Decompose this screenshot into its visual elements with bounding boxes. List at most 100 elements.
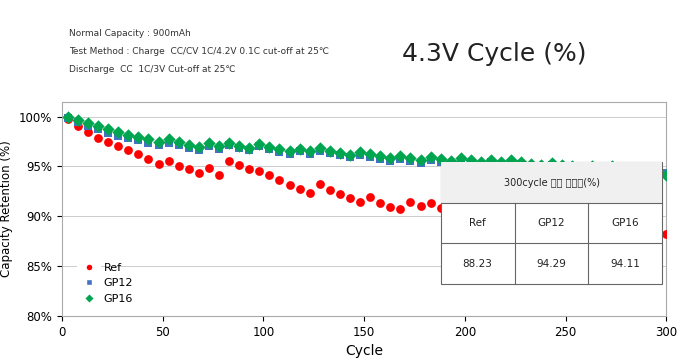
Point	[385, 155, 396, 161]
Point	[335, 151, 346, 156]
Point	[661, 172, 672, 178]
Point	[163, 136, 174, 142]
Point	[495, 214, 506, 220]
Point	[244, 167, 255, 172]
Point	[576, 166, 587, 171]
Point	[163, 159, 174, 164]
Point	[354, 199, 365, 205]
Point	[304, 151, 315, 157]
Point	[63, 115, 74, 121]
Point	[354, 152, 365, 158]
Point	[344, 155, 355, 160]
Point	[354, 150, 365, 155]
Point	[445, 209, 456, 215]
Point	[516, 162, 527, 167]
Text: 4.3V Cycle (%): 4.3V Cycle (%)	[403, 42, 587, 66]
Point	[596, 166, 607, 171]
Point	[153, 143, 164, 148]
Point	[254, 142, 264, 147]
Point	[566, 220, 577, 226]
Point	[576, 224, 587, 230]
Point	[596, 230, 607, 236]
Point	[395, 156, 406, 162]
Point	[586, 228, 597, 234]
Point	[63, 116, 74, 122]
Point	[133, 151, 144, 157]
Point	[143, 140, 154, 146]
Point	[646, 171, 657, 177]
Point	[102, 126, 113, 131]
Point	[274, 147, 285, 152]
Point	[425, 155, 436, 160]
Point	[294, 186, 305, 192]
Point	[526, 163, 537, 169]
Point	[133, 134, 144, 139]
Point	[335, 191, 346, 197]
Point	[365, 151, 376, 157]
Point	[506, 211, 517, 217]
Point	[395, 206, 406, 212]
Point	[374, 156, 385, 162]
Point	[284, 151, 295, 157]
Point	[556, 164, 567, 170]
Point	[637, 170, 648, 175]
Point	[234, 163, 245, 168]
Point	[203, 140, 214, 146]
Text: Ref: Ref	[469, 218, 486, 228]
Point	[637, 167, 648, 173]
Point	[324, 187, 335, 193]
Point	[546, 163, 557, 168]
Point	[435, 205, 446, 211]
Point	[455, 159, 466, 164]
Point	[455, 155, 466, 161]
Point	[415, 203, 426, 209]
Point	[264, 147, 275, 152]
Point	[526, 220, 537, 226]
Point	[661, 171, 672, 176]
Point	[234, 143, 245, 149]
Point	[405, 155, 416, 161]
Point	[123, 147, 134, 153]
Point	[374, 154, 385, 159]
Point	[536, 164, 547, 170]
Point	[616, 164, 627, 170]
Point	[72, 117, 83, 122]
Point	[113, 132, 124, 138]
Point	[465, 160, 476, 166]
Point	[556, 163, 567, 168]
Point	[415, 160, 426, 166]
Point	[526, 162, 537, 167]
Point	[536, 223, 547, 229]
Point	[566, 163, 577, 169]
Point	[223, 140, 234, 146]
Point	[82, 120, 93, 126]
Point	[193, 147, 204, 153]
Legend: Ref, GP12, GP16: Ref, GP12, GP16	[74, 258, 137, 308]
Point	[123, 135, 134, 140]
Point	[607, 226, 618, 232]
Point	[465, 201, 476, 207]
Text: 300cycle 수명 유지율(%): 300cycle 수명 유지율(%)	[504, 178, 600, 188]
Point	[203, 143, 214, 149]
Point	[425, 200, 436, 206]
Point	[143, 136, 154, 142]
Point	[244, 146, 255, 151]
X-axis label: Cycle: Cycle	[345, 344, 383, 358]
Point	[223, 159, 234, 164]
Point	[475, 159, 486, 165]
Point	[627, 167, 638, 172]
Point	[616, 230, 627, 236]
Point	[661, 231, 672, 237]
Point	[82, 123, 93, 129]
Point	[153, 140, 164, 146]
Point	[475, 205, 486, 211]
Point	[486, 210, 497, 216]
Point	[374, 200, 385, 206]
Point	[616, 166, 627, 171]
Point	[506, 158, 517, 163]
Point	[183, 146, 194, 151]
Point	[516, 215, 527, 221]
Text: 94.29: 94.29	[537, 259, 567, 269]
Point	[304, 190, 315, 196]
Point	[495, 159, 506, 165]
